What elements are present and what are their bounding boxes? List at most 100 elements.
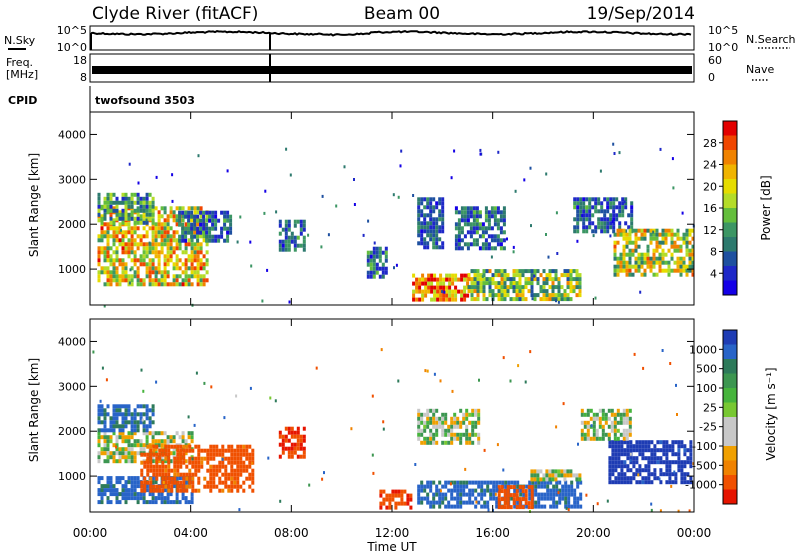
velocity-cell [212, 448, 216, 453]
velocity-cell [167, 472, 171, 477]
velocity-cell [121, 484, 125, 489]
power-cell [566, 293, 570, 298]
power-cell [491, 281, 495, 286]
velocity-cell [689, 444, 693, 449]
power-cell [100, 238, 104, 243]
velocity-cell [296, 442, 300, 447]
power-cell [220, 210, 224, 215]
velocity-cell [450, 504, 454, 509]
velocity-cell [512, 485, 516, 490]
velocity-cell [164, 468, 168, 473]
power-cell [460, 210, 464, 215]
power-cell [378, 266, 382, 271]
velocity-cell [506, 501, 510, 506]
power-cell [551, 289, 555, 294]
power-cell [518, 297, 522, 302]
power-cell [217, 238, 221, 243]
power-cell [521, 273, 525, 278]
power-cell [148, 246, 152, 251]
power-cell [482, 285, 486, 290]
power-cell [199, 218, 203, 223]
velocity-cell [409, 493, 413, 498]
velocity-cell [127, 439, 131, 444]
power-cell [551, 277, 555, 282]
power-speck [367, 219, 370, 223]
velocity-cell [151, 459, 155, 464]
velocity-cell [558, 488, 562, 493]
power-cell [512, 285, 516, 290]
velocity-cell [530, 489, 534, 494]
power-cell [624, 197, 628, 202]
velocity-cell [151, 500, 155, 505]
power-cell [685, 264, 689, 269]
velocity-cell [151, 404, 155, 409]
power-cell [196, 206, 200, 211]
power-cell [287, 239, 291, 244]
velocity-cell [97, 500, 101, 505]
power-cell [196, 262, 200, 267]
power-cell [136, 274, 140, 279]
velocity-cell [112, 428, 116, 433]
power-cell [106, 200, 110, 205]
velocity-cell [569, 469, 573, 474]
power-cell [488, 269, 492, 274]
velocity-cell [429, 416, 433, 421]
velocity-colorbar-label: Velocity [m s⁻¹] [764, 367, 778, 460]
power-cell [451, 277, 455, 282]
velocity-cell [417, 424, 421, 429]
power-cell [628, 252, 632, 257]
power-cell [524, 281, 528, 286]
velocity-cell [176, 448, 180, 453]
power-cell [151, 270, 155, 275]
power-cell [421, 289, 425, 294]
power-cell [679, 244, 683, 249]
power-cell [463, 273, 467, 278]
velocity-cell [215, 448, 219, 453]
velocity-cell [182, 452, 186, 457]
velocity-cell [109, 451, 113, 456]
power-speck [137, 181, 140, 185]
power-cell [136, 220, 140, 225]
power-cell [493, 210, 497, 215]
freq-panel-frame [89, 53, 695, 83]
velocity-speck [642, 366, 645, 370]
power-cell [424, 293, 428, 298]
velocity-cell [423, 424, 427, 429]
velocity-cell [417, 436, 421, 441]
power-cell [628, 268, 632, 273]
power-cell [178, 242, 182, 247]
velocity-cell [665, 468, 669, 473]
power-cell [503, 297, 507, 302]
velocity-cell [206, 460, 210, 465]
power-cell [429, 197, 433, 202]
power-cell [594, 225, 598, 230]
power-cell [417, 233, 421, 238]
power-cell [426, 201, 430, 206]
velocity-cell [121, 420, 125, 425]
velocity-cell [154, 431, 158, 436]
power-cell [478, 210, 482, 215]
velocity-cell [179, 480, 183, 485]
freq-tick-top: 18 [73, 54, 87, 67]
velocity-cell [638, 440, 642, 445]
velocity-cell [453, 420, 457, 425]
velocity-cell [468, 436, 472, 441]
power-cell [121, 278, 125, 283]
power-cell [606, 209, 610, 214]
velocity-cell [613, 416, 617, 421]
velocity-cell [127, 435, 131, 440]
power-cell [169, 258, 173, 263]
power-cell [432, 237, 436, 242]
velocity-cell [403, 501, 407, 506]
velocity-cell [489, 492, 493, 497]
power-speck [145, 218, 148, 222]
power-cell [429, 225, 433, 230]
power-cell [106, 270, 110, 275]
velocity-cell [610, 428, 614, 433]
power-cell [229, 230, 233, 235]
velocity-cell [432, 408, 436, 413]
power-cell [124, 246, 128, 251]
velocity-cell [124, 500, 128, 505]
power-cell [160, 214, 164, 219]
velocity-cell [394, 501, 398, 506]
